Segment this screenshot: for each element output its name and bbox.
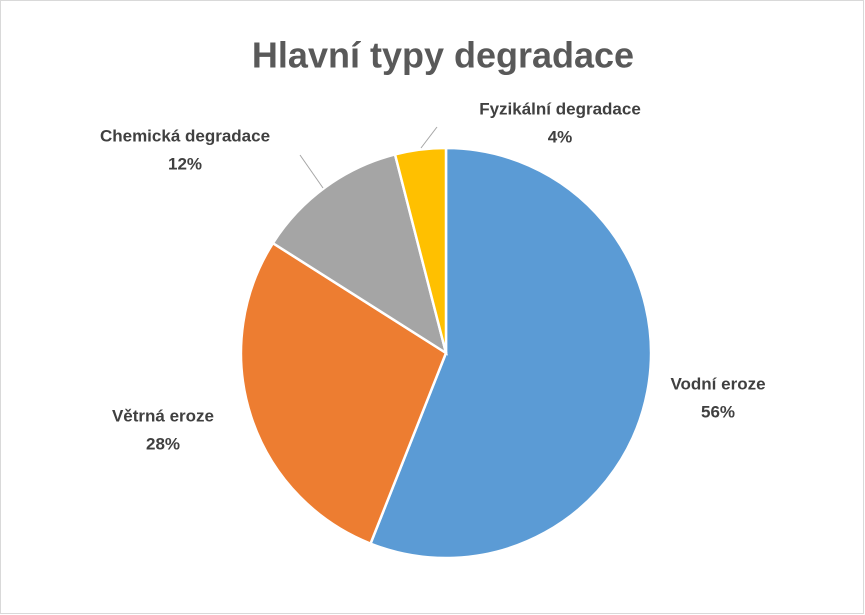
pie-slice [271,152,448,356]
slice-value-label: 28% [146,434,180,453]
leader-line [299,154,324,189]
leader-line [420,126,438,149]
chart-title: Hlavní typy degradace [252,35,634,76]
pie-slice [393,146,448,354]
slice-category-label: Větrná eroze [112,406,214,425]
slice-category-label: Chemická degradace [100,126,270,145]
slice-category-label: Fyzikální degradace [479,99,641,118]
slice-value-label: 12% [168,154,202,173]
pie-slice [368,146,653,560]
slice-category-label: Vodní eroze [670,374,765,393]
slice-value-label: 56% [701,402,735,421]
slice-value-label: 4% [548,127,573,146]
pie-slice [239,241,448,546]
